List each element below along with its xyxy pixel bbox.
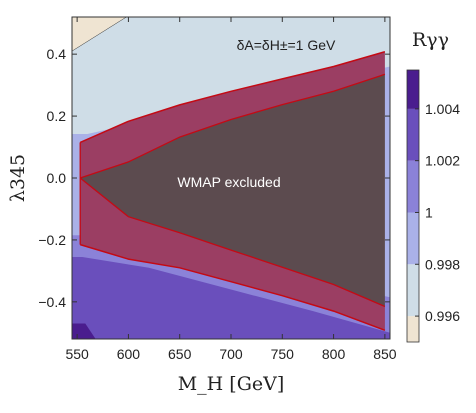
- y-tick-label: −0.2: [38, 232, 66, 248]
- wmap-excluded-region: [80, 74, 385, 307]
- colorbar-band-0: [407, 316, 419, 342]
- x-tick-label: 700: [219, 346, 243, 362]
- wmap-excluded-label: WMAP excluded: [177, 174, 280, 190]
- y-tick-label: −0.4: [38, 294, 66, 310]
- colorbar-band-2: [407, 212, 419, 265]
- annotation-delta: δA=δH±=1 GeV: [237, 37, 336, 53]
- colorbar-tick-label: 0.998: [425, 256, 460, 272]
- band-lower: [80, 178, 385, 331]
- y-axis-title: λ345: [7, 154, 29, 202]
- colorbar-band-3: [407, 160, 419, 213]
- region-boundary: [72, 17, 127, 52]
- y-tick-label: 0.2: [47, 108, 67, 124]
- colorbar-band-5: [407, 70, 419, 109]
- colorbar-title: Rγγ: [412, 29, 449, 51]
- x-tick-label: 650: [168, 346, 192, 362]
- x-axis-title: M_H [GeV]: [178, 373, 285, 395]
- x-tick-label: 750: [271, 346, 295, 362]
- colorbar-band-4: [407, 108, 419, 161]
- colorbar-band-1: [407, 264, 419, 317]
- y-tick-label: 0.4: [47, 46, 67, 62]
- x-tick-label: 800: [322, 346, 346, 362]
- y-tick-label: 0.0: [47, 170, 67, 186]
- band-upper: [80, 51, 385, 179]
- colorbar-frame: [406, 69, 420, 343]
- x-tick-label: 600: [117, 346, 141, 362]
- colorbar-tick-label: 1.002: [425, 153, 460, 169]
- colorbar-tick-label: 1.004: [425, 101, 460, 117]
- band-upper-inner-edge: [79, 73, 386, 179]
- x-tick-label: 550: [65, 346, 89, 362]
- colorbar-tick-label: 0.996: [425, 308, 460, 324]
- band-lower-inner-edge: [79, 177, 386, 308]
- band-upper-outer-edge: [79, 50, 386, 144]
- colorbar-tick-label: 1: [425, 204, 433, 220]
- region-4: [72, 257, 390, 339]
- region-5: [72, 323, 96, 339]
- x-tick-label: 850: [373, 346, 397, 362]
- band-lower-outer-edge: [79, 243, 386, 332]
